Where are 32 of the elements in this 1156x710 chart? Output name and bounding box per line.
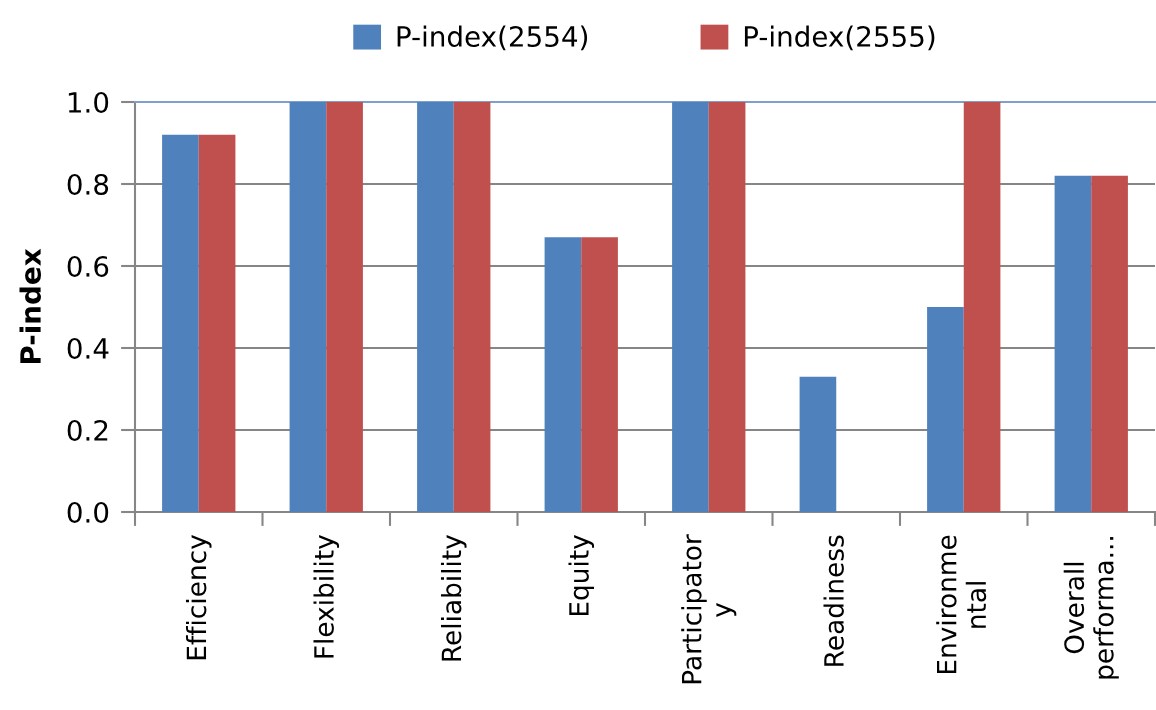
legend-label: P-index(2555) — [744, 25, 935, 51]
bar — [799, 376, 837, 512]
bar — [417, 102, 454, 512]
x-tick-label: Environme ntal — [936, 535, 987, 674]
legend-label: P-index(2554) — [397, 25, 588, 51]
bar — [708, 102, 746, 512]
bar — [289, 102, 327, 512]
bar — [162, 134, 199, 512]
bar — [453, 102, 491, 512]
bar — [963, 102, 1001, 512]
x-tick-label: Overall performa... — [1063, 537, 1119, 679]
x-tick-label: Equity — [568, 535, 595, 616]
bar — [1091, 175, 1128, 512]
x-tick-label: Readiness — [823, 535, 844, 666]
x-tick-label: Participator y — [681, 534, 737, 684]
bar — [544, 237, 582, 512]
x-tick-label: Reliability — [440, 535, 467, 661]
y-tick-label: 0.4 — [67, 337, 109, 359]
y-tick-label: 0.0 — [67, 501, 109, 523]
y-tick-label: 1.0 — [68, 91, 109, 113]
y-tick-label: 0.6 — [67, 255, 109, 277]
bar — [1054, 175, 1092, 512]
bar — [927, 307, 964, 512]
bar — [326, 102, 363, 512]
y-axis-title: P-index — [19, 248, 41, 364]
y-tick-label: 0.8 — [67, 173, 109, 195]
x-tick-label: Efficiency — [185, 535, 212, 660]
bar — [581, 237, 618, 512]
x-tick-label: Flexibility — [313, 535, 340, 658]
bar — [672, 102, 709, 512]
bar — [198, 134, 236, 512]
y-tick-label: 0.2 — [67, 419, 108, 441]
